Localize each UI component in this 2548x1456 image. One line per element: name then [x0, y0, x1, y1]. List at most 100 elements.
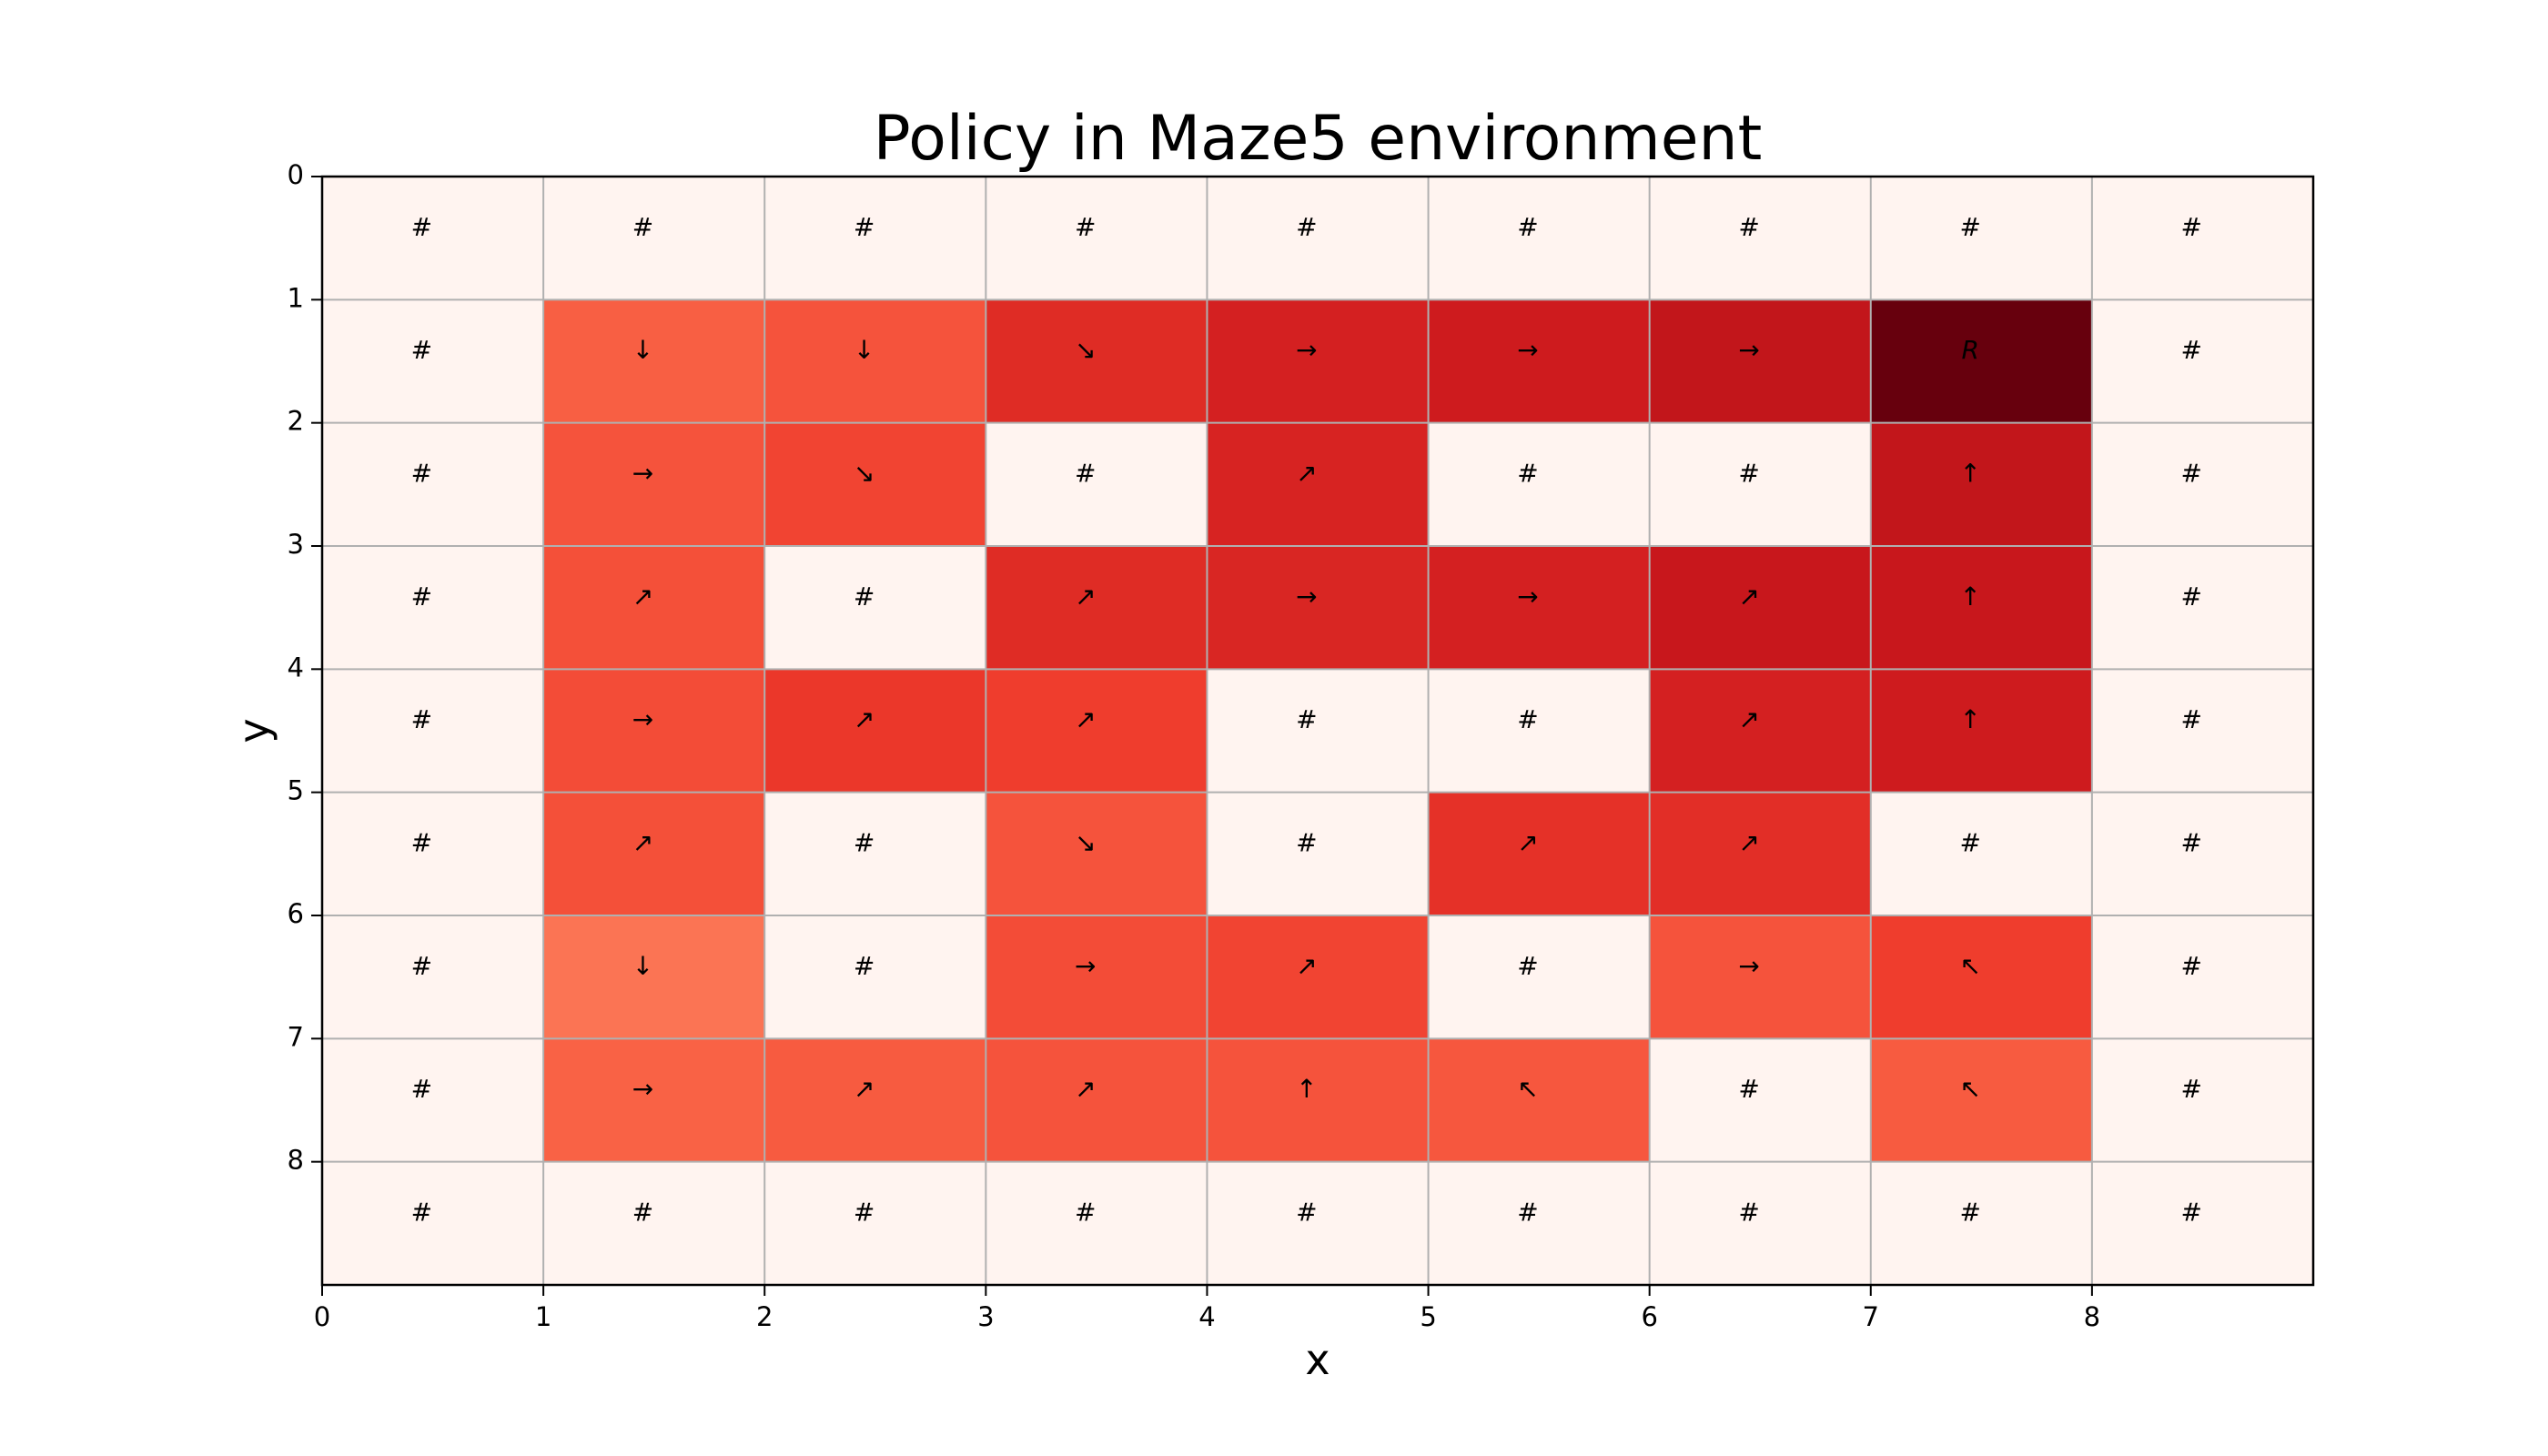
- wall-marker: #: [411, 951, 432, 981]
- policy-arrow: ↖: [1959, 951, 1980, 981]
- wall-marker: #: [854, 828, 875, 858]
- y-axis-label: y: [229, 718, 278, 743]
- wall-cell: [322, 299, 544, 424]
- wall-marker: #: [2181, 1198, 2202, 1228]
- wall-marker: #: [411, 704, 432, 734]
- policy-arrow: →: [1517, 335, 1538, 365]
- wall-marker: #: [854, 1198, 875, 1228]
- policy-arrow: ↗: [1296, 951, 1317, 981]
- wall-marker: #: [1738, 212, 1759, 242]
- policy-arrow: →: [632, 1074, 653, 1104]
- wall-marker: #: [411, 1074, 432, 1104]
- chart-title: Policy in Maze5 environment: [874, 103, 1763, 175]
- wall-marker: #: [411, 335, 432, 365]
- wall-marker: #: [411, 212, 432, 242]
- wall-cell: [1428, 177, 1651, 300]
- wall-marker: #: [1075, 459, 1096, 489]
- wall-cell: [1649, 177, 1872, 300]
- policy-arrow: ↗: [1075, 581, 1096, 612]
- wall-marker: #: [2181, 828, 2202, 858]
- wall-marker: #: [1517, 1198, 1538, 1228]
- policy-arrow: →: [1517, 581, 1538, 612]
- wall-marker: #: [2181, 581, 2202, 612]
- x-tick-label: 3: [977, 1301, 994, 1332]
- policy-arrow: →: [632, 459, 653, 489]
- wall-cell: [2091, 669, 2314, 794]
- wall-cell: [1649, 1161, 1872, 1286]
- policy-arrow: ↗: [632, 828, 653, 858]
- wall-marker: #: [1296, 704, 1317, 734]
- policy-cell: [1207, 546, 1430, 670]
- policy-cell: [764, 669, 986, 794]
- wall-marker: #: [2181, 212, 2202, 242]
- wall-cell: [2091, 177, 2314, 300]
- policy-cell: [1649, 915, 1872, 1039]
- wall-cell: [1870, 1161, 2093, 1286]
- wall-cell: [764, 915, 986, 1039]
- wall-cell: [2091, 915, 2314, 1039]
- policy-arrow: ↖: [1959, 1074, 1980, 1104]
- policy-cell: [543, 1038, 765, 1163]
- wall-cell: [543, 177, 765, 300]
- y-tick-label: 7: [288, 1021, 304, 1052]
- policy-cell: [986, 669, 1208, 794]
- x-tick-label: 2: [756, 1301, 773, 1332]
- policy-cell: [1428, 546, 1651, 670]
- policy-cell: [764, 1038, 986, 1163]
- wall-cell: [2091, 422, 2314, 547]
- wall-marker: #: [1517, 704, 1538, 734]
- policy-cell: [1207, 1038, 1430, 1163]
- policy-cell: [1870, 669, 2093, 794]
- wall-cell: [2091, 1038, 2314, 1163]
- policy-cell: [1428, 299, 1651, 424]
- x-tick-label: 7: [1863, 1301, 1879, 1332]
- policy-cell: [1207, 299, 1430, 424]
- policy-arrow: →: [1075, 951, 1096, 981]
- wall-marker: #: [2181, 951, 2202, 981]
- policy-arrow: ↗: [854, 704, 875, 734]
- policy-arrow: ↓: [854, 335, 875, 365]
- x-tick-label: 4: [1198, 1301, 1215, 1332]
- policy-cell: [986, 792, 1208, 916]
- policy-arrow: ↘: [1075, 335, 1096, 365]
- policy-cell: [543, 546, 765, 670]
- policy-cell: [986, 546, 1208, 670]
- x-tick-label: 5: [1420, 1301, 1436, 1332]
- policy-cell: [1207, 915, 1430, 1039]
- wall-cell: [1207, 669, 1430, 794]
- policy-arrow: ↗: [1075, 1074, 1096, 1104]
- policy-cell: [986, 299, 1208, 424]
- policy-arrow: →: [1296, 581, 1317, 612]
- wall-marker: #: [2181, 704, 2202, 734]
- wall-cell: [1428, 422, 1651, 547]
- policy-arrow: →: [1296, 335, 1317, 365]
- policy-cell: [1649, 546, 1872, 670]
- wall-cell: [1870, 177, 2093, 300]
- wall-cell: [322, 669, 544, 794]
- policy-arrow: →: [1738, 335, 1759, 365]
- wall-marker: #: [411, 1198, 432, 1228]
- wall-marker: #: [1075, 212, 1096, 242]
- x-tick-label: 1: [535, 1301, 551, 1332]
- policy-arrow: ↑: [1296, 1074, 1317, 1104]
- policy-cell: [543, 422, 765, 547]
- wall-cell: [2091, 792, 2314, 916]
- wall-cell: [322, 1038, 544, 1163]
- wall-cell: [764, 546, 986, 670]
- wall-cell: [322, 177, 544, 300]
- policy-cell: [764, 299, 986, 424]
- policy-arrow: ↘: [854, 459, 875, 489]
- policy-arrow: ↗: [1738, 704, 1759, 734]
- wall-cell: [1428, 1161, 1651, 1286]
- wall-cell: [543, 1161, 765, 1286]
- policy-cell: [986, 915, 1208, 1039]
- y-axis-ticks: 0 1 2 3 4 5 6 7 8: [288, 159, 322, 1176]
- wall-marker: #: [411, 581, 432, 612]
- wall-cell: [1428, 669, 1651, 794]
- wall-cell: [2091, 299, 2314, 424]
- wall-marker: #: [1296, 212, 1317, 242]
- policy-arrow: ↗: [1738, 581, 1759, 612]
- wall-marker: #: [1296, 828, 1317, 858]
- policy-cell: [543, 792, 765, 916]
- policy-cell: [1870, 1038, 2093, 1163]
